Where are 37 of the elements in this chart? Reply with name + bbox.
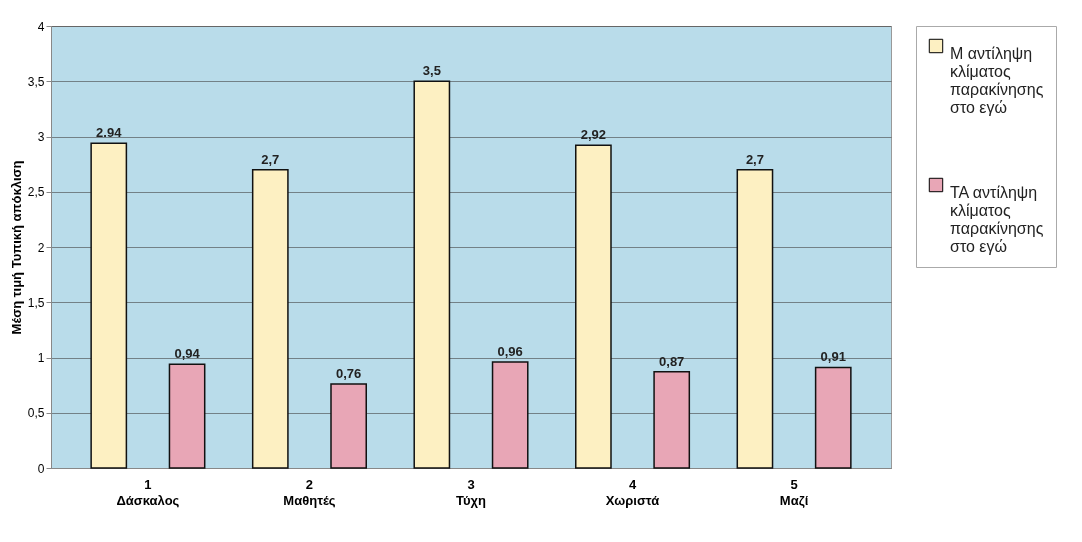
y-tick-label: 4 (37, 19, 45, 34)
bar (330, 383, 367, 469)
bar (575, 144, 612, 469)
x-tick-label: 4 Χωριστά (605, 476, 660, 508)
y-tick-label: 3 (37, 130, 45, 144)
y-tick-label: 1 (37, 351, 45, 365)
bar (90, 142, 128, 469)
bar (413, 80, 451, 469)
legend-label: ΤΑ αντίληψη κλίματος παρακίνησης στο εγώ (950, 184, 1044, 255)
bar (814, 366, 852, 469)
data-label: 3,5 (422, 63, 441, 79)
bar (251, 168, 289, 469)
y-tick-label: 0,5 (27, 406, 45, 421)
x-tick-label: 3 Τύχη (456, 476, 487, 508)
legend-label: Μ αντίληψη κλίματος παρακίνησης στο εγώ (950, 45, 1044, 116)
data-label: 0,91 (820, 349, 846, 365)
y-tick-label: 2 (37, 240, 45, 255)
data-label: 2,7 (261, 151, 280, 167)
bar (168, 363, 206, 469)
y-tick-label: 1,5 (27, 295, 45, 310)
y-tick-label: 3,5 (27, 74, 45, 89)
y-tick-label: 2,5 (27, 185, 45, 200)
bar (491, 361, 529, 469)
data-label: 0,87 (659, 353, 685, 369)
x-tick-label: 2 Μαθητές (283, 476, 336, 508)
x-tick-label: 1 Δάσκαλος (116, 476, 180, 508)
data-label: 0,96 (497, 343, 523, 359)
data-label: 0,76 (335, 366, 362, 382)
data-label: 2.94 (96, 125, 123, 141)
bar (736, 168, 774, 469)
y-tick-label: 0 (37, 461, 45, 476)
x-tick-label: 5 Μαζί (779, 476, 809, 508)
data-label: 0,94 (174, 346, 201, 362)
y-axis-title: Μέση τιμή Τυπική απόκλιση (8, 160, 24, 335)
bar (653, 371, 691, 469)
data-label: 2,92 (580, 127, 607, 143)
data-label: 2,7 (745, 151, 764, 167)
